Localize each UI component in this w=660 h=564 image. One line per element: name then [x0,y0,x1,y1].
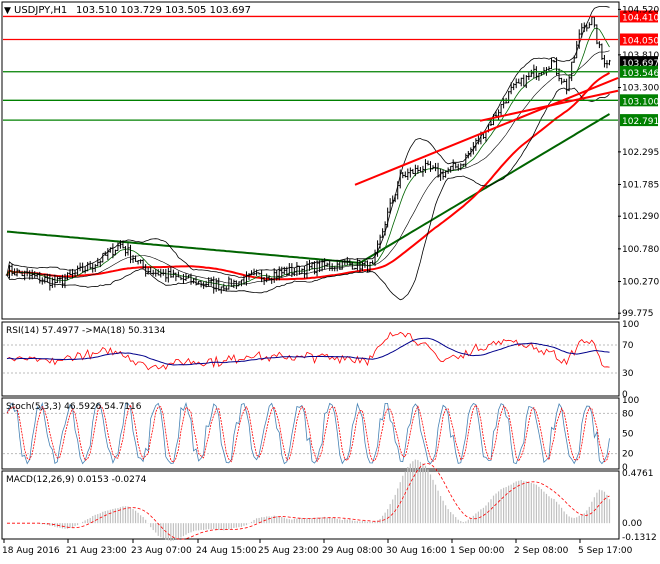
level-price-tag-text: 104.050 [622,36,659,46]
time-axis-label: 29 Aug 08:00 [322,546,383,556]
main-price-series [5,6,611,301]
trendline-1[interactable] [354,76,619,186]
level-price-tag [620,56,658,69]
macd-signal-line [7,463,610,540]
bollinger-lower [6,87,610,301]
price-axis-label: 101.785 [622,181,659,191]
time-axis-label: 30 Aug 16:00 [386,546,447,556]
time-axis-label: 24 Aug 15:00 [196,546,257,556]
rsi-label: RSI(14) 57.4977 ->MA(18) 50.3134 [6,326,166,336]
level-price-tag-text: 104.410 [622,13,659,23]
time-axis-label: 21 Aug 23:00 [66,546,127,556]
main-panel-frame[interactable] [1,1,620,320]
price-axis-label: 103.810 [622,51,659,61]
rsi-line [6,331,610,371]
indicator-axis-label: 0.4761 [622,469,654,479]
trend-lines [354,76,619,186]
stoch-label: Stoch(5,3,3) 46.5926 54.7116 [6,402,142,412]
indicator-axis-label: 0 [622,390,628,400]
macd-label: MACD(12,26,9) 0.0153 -0.0274 [6,475,147,485]
ohlc-values: 103.510 103.729 103.505 103.697 [76,5,251,16]
indicator-axis-label: 0.00 [622,519,642,529]
ma-fast-line [6,27,610,287]
dropdown-arrow-icon[interactable]: ▼ [4,6,11,16]
indicator-axis-label: 20 [622,450,634,460]
time-axis-label: 2 Sep 08:00 [514,546,569,556]
time-axis-label: 1 Sep 00:00 [450,546,505,556]
time-axis-label: 5 Sep 17:00 [578,546,633,556]
indicator-axis-label: 80 [622,409,634,419]
price-axis-label: 99.775 [622,309,654,319]
price-axis-label: 102.295 [622,148,659,158]
indicator-axis-label: 0 [622,463,628,473]
level-price-tag [620,114,658,127]
time-axis-label: 25 Aug 23:00 [258,546,319,556]
indicator-axis-label: 50 [622,430,634,440]
bollinger-upper [6,6,610,279]
rsi-panel-frame[interactable] [1,321,620,397]
symbol-label: USDJPY,H1 [14,5,67,16]
stoch-series: 100 80 50 20 0 [3,396,639,473]
macd-panel-frame[interactable] [1,470,620,540]
price-axis-label: 100.270 [622,278,659,288]
stoch-main-line [6,401,610,465]
indicator-axis-label: 70 [622,341,634,351]
indicator-axis-label: 100 [622,396,639,406]
rsi-series: 100 70 30 0 [3,320,639,400]
level-price-tag [620,94,658,107]
level-price-tag-text: 102.791 [622,117,659,127]
ma-slow-line [6,72,611,281]
price-axis-label: 100.780 [622,245,659,255]
level-price-tag-text: 103.546 [622,69,659,79]
indicator-axis-label: 100 [622,320,639,330]
time-axis-label: 23 Aug 07:00 [131,546,192,556]
level-price-tag-text: 103.697 [622,59,659,69]
stoch-panel-frame[interactable] [1,397,620,470]
indicator-axis-label: -0.1312 [622,533,657,543]
price-axis: 104.520 103.810 103.300 102.295 101.785 101.2… [618,5,659,319]
price-axis-label: 101.290 [622,212,659,222]
price-axis-label: 104.520 [622,5,659,15]
trendline-2[interactable] [479,89,619,122]
bollinger-middle [6,50,610,285]
time-axis-label: 18 Aug 2016 [2,546,60,556]
indicator-axis-label: 30 [622,369,634,379]
price-axis-label: 103.300 [622,84,659,94]
time-axis: 18 Aug 2016 21 Aug 23:00 23 Aug 07:00 24 Au… [2,539,633,556]
level-price-tag [620,65,658,78]
level-price-tag [620,33,658,46]
stoch-signal-line [6,403,610,464]
rsi-ma-line [6,337,610,366]
macd-series: 0.4761 0.00 -0.1312 [7,459,657,543]
level-price-tag-text: 103.100 [622,97,659,107]
level-price-tag [620,10,658,23]
ma-200-line [6,113,611,264]
